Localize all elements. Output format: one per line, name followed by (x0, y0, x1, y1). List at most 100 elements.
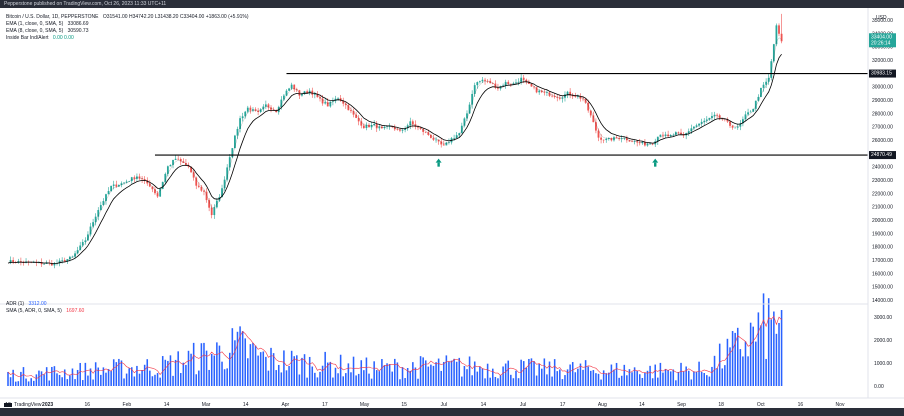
adr-bar (522, 361, 525, 386)
candle-body (760, 87, 762, 97)
adr-bar (247, 358, 249, 386)
candle-body (339, 98, 342, 101)
time-tick-label: 14 (639, 402, 645, 408)
legend-adr-row[interactable]: ADR (1) 3312.00 (6, 301, 47, 307)
adr-bar (651, 378, 654, 386)
adr-bar (131, 367, 133, 386)
adr-bar (626, 375, 628, 386)
candle-body (125, 181, 128, 183)
adr-bar (82, 380, 84, 386)
adr-bar (401, 367, 404, 386)
adr-bar (620, 375, 623, 386)
adr-bar (43, 374, 45, 386)
adr-bar (89, 368, 92, 386)
adr-bar (296, 355, 298, 386)
candle-body (329, 101, 332, 107)
adr-bar (724, 365, 726, 386)
candle-body (515, 82, 517, 84)
adr-bar (182, 362, 185, 386)
legend-symbol-row[interactable]: Bitcoin / U.S. Dollar, 1D, PEPPERSTONE O… (6, 14, 249, 20)
bounce-arrow-head (435, 158, 442, 163)
adr-bar (502, 366, 504, 386)
support-tag[interactable]: 24870.49 (869, 151, 896, 160)
legend-insidebar-row[interactable]: Inside Bar Ind/Alert 0.00 0.00 (6, 35, 74, 41)
adr-bar (357, 373, 360, 386)
candle-body (690, 128, 693, 132)
candle-body (543, 92, 546, 93)
adr-bar (177, 351, 179, 386)
candle-body (301, 94, 303, 96)
adr-bar (615, 362, 618, 386)
candle-body (659, 134, 662, 137)
adr-bar (363, 370, 365, 386)
adr-bar (66, 379, 69, 386)
candle-body (744, 114, 747, 120)
last-price-tag-text: 33404.00 (871, 34, 892, 40)
adr-bar (252, 342, 254, 386)
candle-body (620, 138, 623, 140)
adr-bar (780, 310, 783, 386)
adr-bar (517, 378, 520, 386)
candle-body (448, 142, 450, 143)
adr-bar (79, 362, 81, 386)
adr-bar (195, 374, 198, 386)
candle-body (342, 100, 345, 104)
adr-bar (682, 371, 685, 386)
adr-bar (515, 370, 517, 386)
candle-body (213, 207, 216, 216)
adr-bar (445, 355, 448, 386)
time-tick-label: Apr (281, 402, 289, 408)
adr-bar (672, 369, 675, 386)
candle-body (58, 260, 61, 264)
legend-ema1-row[interactable]: EMA (1, close, 0, SMA, 5) 33086.69 (6, 21, 89, 27)
adr-bar (633, 367, 636, 386)
legend-symbol: Bitcoin / U.S. Dollar, 1D, PEPPERSTONE (6, 14, 99, 20)
adr-bar (17, 381, 20, 386)
candle-body (236, 128, 239, 136)
adr-bar (151, 376, 154, 386)
bounce-arrow-shaft (437, 162, 440, 167)
resistance-tag[interactable]: 30983.15 (869, 69, 896, 78)
tradingview-logo-text: TradingView (14, 402, 42, 408)
adr-bar (677, 372, 680, 386)
candle-body (747, 112, 749, 115)
tradingview-logo[interactable]: TradingView (4, 402, 42, 408)
legend-ema2-row[interactable]: EMA (8, close, 0, SMA, 5) 30590.73 (6, 28, 89, 34)
candle-body (726, 119, 729, 122)
adr-bar (703, 372, 705, 386)
time-tick-label: 2023 (42, 402, 53, 408)
candle-body (337, 98, 339, 99)
legend-adr-sma-row[interactable]: SMA (5, ADR, 0, SMA, 5) 1697.60 (6, 308, 84, 314)
candle-body (399, 129, 401, 131)
adr-bar (440, 370, 442, 386)
candle-body (419, 127, 422, 129)
adr-bar (510, 374, 512, 386)
adr-bar (700, 372, 703, 386)
legend-adr: ADR (1) (6, 301, 25, 307)
candle-body (533, 86, 535, 88)
candle-body (221, 188, 223, 198)
candle-body (437, 139, 440, 142)
candle-body (486, 80, 489, 82)
candle-body (481, 79, 484, 82)
candle-body (40, 262, 43, 265)
chart-svg[interactable]: 35000.0034000.0033000.0032000.0031000.00… (0, 8, 904, 408)
adr-bar (136, 365, 138, 386)
adr-bar (734, 332, 736, 386)
candle-body (391, 126, 394, 128)
time-tick-label: Mar (202, 402, 211, 408)
candle-body (115, 184, 118, 187)
adr-bar (504, 363, 507, 386)
candle-body (128, 181, 131, 182)
adr-bar (326, 362, 329, 386)
adr-bar (613, 369, 615, 386)
adr-bar (533, 361, 535, 386)
currency-label[interactable]: USD (876, 15, 887, 21)
adr-bar (203, 342, 205, 386)
candle-body (362, 125, 365, 129)
candle-body (298, 90, 301, 96)
candle-body (316, 93, 319, 98)
adr-bar (399, 379, 401, 386)
candle-body (460, 125, 463, 134)
